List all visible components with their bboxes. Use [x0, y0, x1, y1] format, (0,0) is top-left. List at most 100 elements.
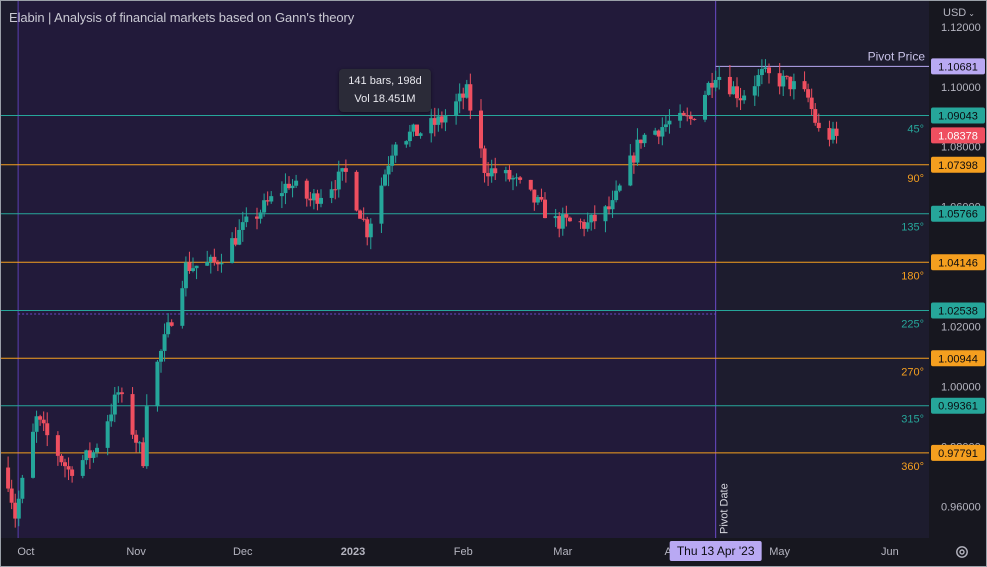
pivot-date-label: Thu 13 Apr '23: [677, 544, 755, 558]
candle-body: [336, 171, 341, 190]
candle-body: [557, 216, 562, 229]
candle-body: [806, 89, 811, 98]
candle-body: [685, 115, 690, 117]
candle-body: [418, 133, 423, 136]
candle-body: [354, 171, 359, 211]
gann-price-tag: [931, 444, 985, 461]
candle-body: [361, 218, 366, 220]
candle-body: [237, 229, 242, 245]
candle-body: [379, 185, 384, 224]
candle-body: [439, 116, 444, 123]
candle-body: [386, 165, 391, 175]
candle-body: [710, 82, 715, 88]
gann-price-tag: [931, 205, 985, 222]
candle-body: [791, 81, 796, 90]
candle-body: [255, 216, 259, 219]
candle-body: [134, 434, 139, 443]
price-scale-background: [929, 1, 986, 566]
candle-body: [191, 268, 195, 271]
candle-body: [116, 392, 121, 395]
candle-body: [578, 221, 583, 223]
candle-body: [706, 82, 711, 95]
candle-body: [752, 86, 757, 96]
pivot-date-caption: Pivot Date: [719, 483, 731, 534]
candle-body: [166, 322, 171, 335]
candle-body: [55, 435, 60, 456]
candle-body: [468, 84, 473, 111]
time-axis-label: Mar: [553, 546, 572, 558]
candle-body: [639, 139, 643, 144]
price-axis-tick-label: 1.08000: [941, 142, 981, 154]
candle-body: [407, 131, 412, 142]
candle-body: [6, 467, 11, 489]
candle-body: [656, 130, 661, 137]
candle-body: [95, 447, 99, 453]
candle-body: [511, 178, 515, 180]
candle-body: [642, 134, 647, 144]
candle-body: [756, 75, 761, 87]
candle-body: [528, 179, 533, 190]
candle-body: [244, 216, 249, 223]
candle-body: [383, 174, 387, 186]
candle-body: [827, 128, 832, 140]
price-axis-tick-label: 1.12000: [941, 22, 981, 34]
candle-body: [564, 214, 569, 218]
gann-price-label: 1.05766: [938, 209, 978, 221]
candle-body: [233, 238, 238, 245]
gann-price-tag: [931, 302, 985, 319]
candle-body: [358, 210, 363, 219]
price-axis-tick-label: 0.96000: [941, 502, 981, 514]
candle-body: [258, 212, 263, 219]
gann-price-tag: [931, 397, 985, 414]
candle-body: [663, 124, 668, 128]
candle-body: [159, 350, 163, 362]
candle-body: [119, 392, 124, 395]
candle-body: [493, 168, 498, 174]
candle-body: [144, 406, 149, 467]
candle-body: [688, 116, 693, 119]
candle-body: [678, 112, 683, 121]
gann-price-label: 1.04146: [938, 257, 978, 269]
candle-body: [230, 238, 235, 264]
currency-selector[interactable]: USD ⌄: [943, 7, 975, 19]
candle-body: [454, 101, 459, 116]
candle-body: [742, 95, 747, 101]
candle-body: [731, 86, 736, 95]
candle-body: [429, 118, 434, 134]
gann-price-tag: [931, 254, 985, 271]
candle-body: [717, 76, 722, 80]
candle-body: [464, 84, 469, 98]
candle-body: [70, 469, 75, 476]
candle-body: [109, 414, 114, 422]
candle-body: [553, 216, 558, 219]
candle-body: [219, 263, 224, 265]
candle-body: [635, 139, 640, 163]
gann-angle-label: 45°: [907, 123, 924, 135]
chart-title: Elabin | Analysis of financial markets b…: [9, 10, 355, 25]
time-axis-label: Nov: [126, 546, 146, 558]
gann-angle-label: 360°: [901, 461, 924, 473]
candle-body: [365, 219, 370, 238]
candle-body: [631, 155, 636, 163]
candle-body: [582, 221, 587, 229]
candle-body: [59, 455, 64, 463]
candle-body: [781, 75, 786, 87]
candle-body: [343, 168, 348, 172]
candle-body: [735, 86, 739, 99]
candle-body: [141, 442, 146, 467]
time-axis-label: 2023: [341, 546, 365, 558]
candle-body: [411, 124, 416, 132]
candle-body: [91, 452, 96, 458]
candle-body: [617, 185, 622, 191]
candle-body: [763, 67, 768, 70]
gear-icon[interactable]: [954, 544, 970, 560]
candle-body: [567, 217, 572, 222]
candle-body: [304, 180, 309, 199]
gann-price-label: 1.07398: [938, 160, 978, 172]
price-axis-tick-label: 1.00000: [941, 382, 981, 394]
chevron-down-icon: ⌄: [968, 9, 975, 18]
last-price-label: 1.08378: [938, 130, 978, 142]
candle-body: [13, 502, 18, 519]
